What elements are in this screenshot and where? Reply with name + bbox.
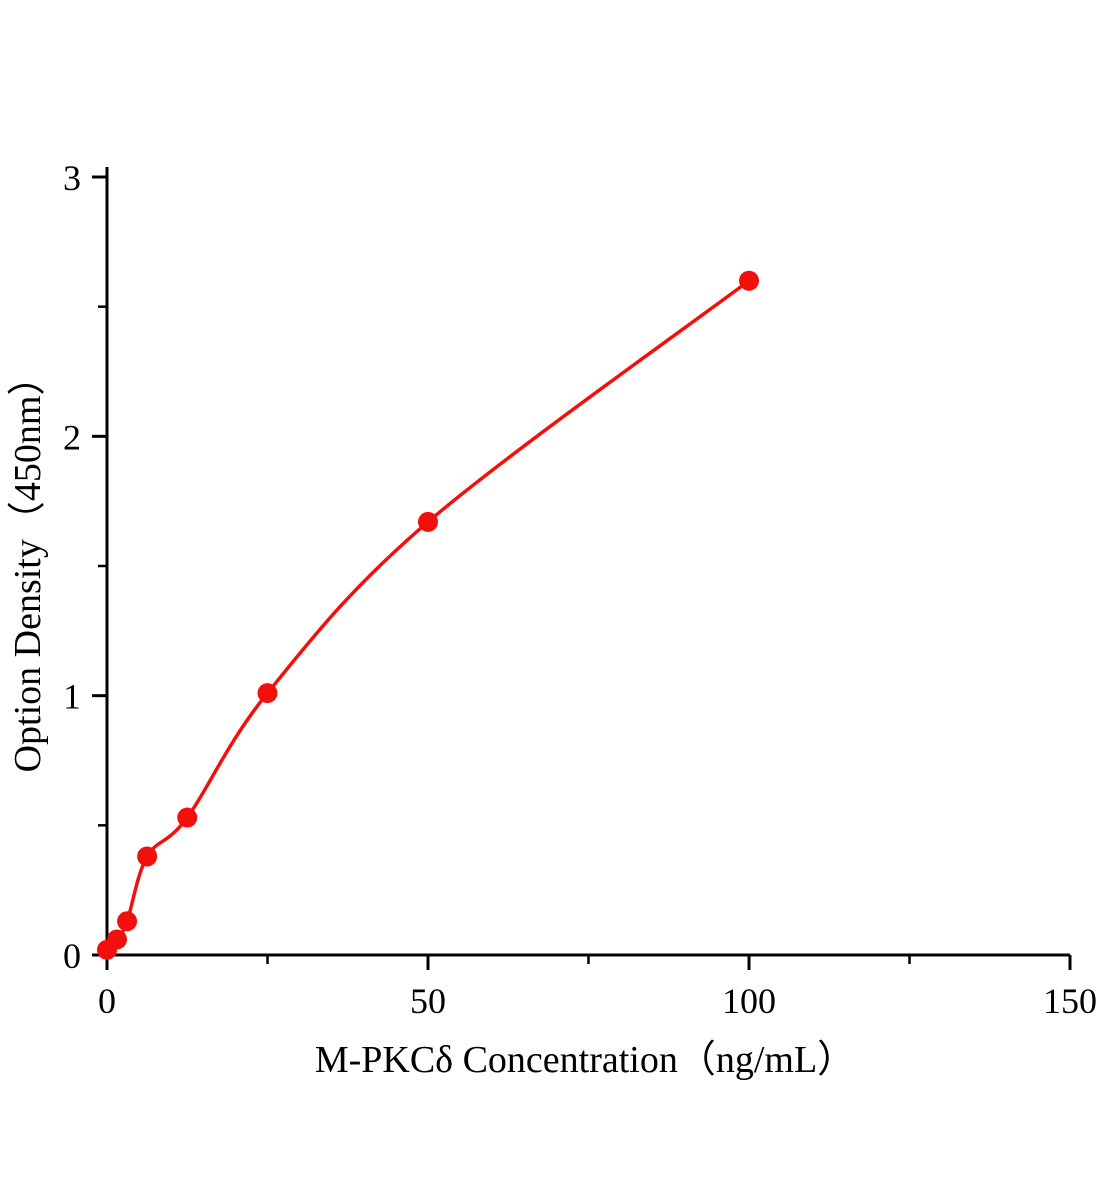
data-point-marker bbox=[177, 807, 198, 828]
data-point-marker bbox=[137, 846, 158, 867]
standard-curve-line bbox=[105, 278, 751, 952]
data-point-marker bbox=[107, 929, 128, 950]
y-tick-label: 3 bbox=[63, 158, 81, 198]
x-tick-label: 100 bbox=[722, 981, 776, 1021]
x-axis-title: M-PKCδ Concentration（ng/mL） bbox=[315, 1039, 855, 1081]
y-tick-label: 1 bbox=[63, 677, 81, 717]
y-tick-label: 2 bbox=[63, 417, 81, 457]
plot-layer: 0 50 100 150 0 1 2 3 bbox=[63, 158, 1097, 1021]
data-point-marker bbox=[418, 511, 438, 532]
y-axis-title: Option Density（450nm） bbox=[7, 358, 49, 773]
data-point-marker bbox=[257, 683, 278, 704]
x-tick-label: 0 bbox=[98, 981, 116, 1021]
x-tick-label: 150 bbox=[1043, 981, 1097, 1021]
x-tick-label: 50 bbox=[410, 981, 446, 1021]
data-point-marker bbox=[739, 270, 759, 291]
data-point-marker bbox=[117, 911, 138, 932]
y-tick-label: 0 bbox=[63, 936, 81, 976]
